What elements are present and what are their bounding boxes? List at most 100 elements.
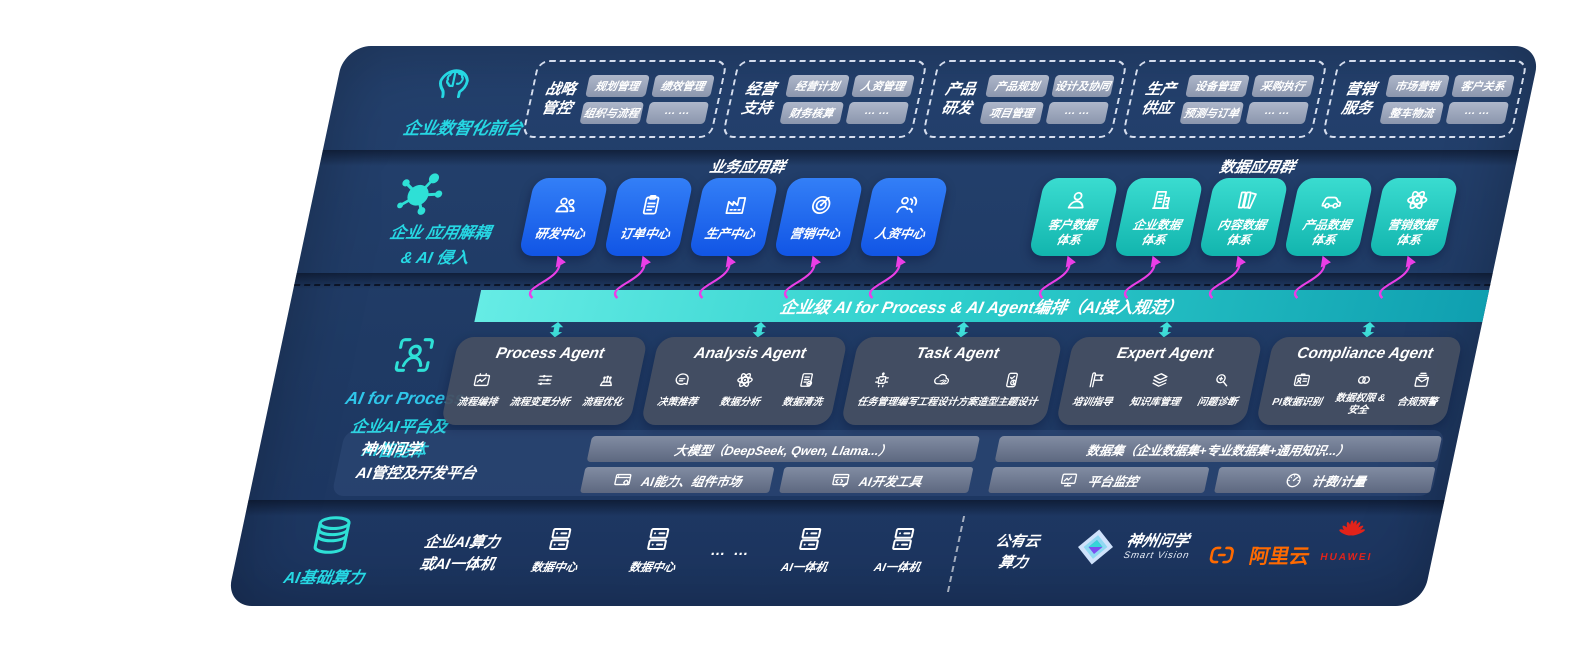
group-strategy: 战略管控 规划管理 绩效管理 组织与流程 … … [521, 60, 729, 138]
node-label: AI一体机 [872, 562, 922, 574]
billing-cell: 计费/计量 [1213, 467, 1436, 493]
platform-label-line1: 神州问学 [359, 441, 424, 458]
aliyun-name: 阿里云 [1247, 546, 1312, 568]
agent-item-label: 任务管理 [856, 397, 899, 408]
agent-item-label: 决策推荐 [656, 397, 699, 408]
sliders-icon [532, 370, 556, 390]
datacenter-node: 数据中心 [611, 524, 702, 575]
training-icon [1085, 370, 1109, 390]
agent-item-label: 数据权限 & 安全 [1334, 393, 1387, 416]
factory-icon [720, 192, 752, 218]
agent-item-label: 编写工程设计方案 [896, 397, 979, 408]
platform-monitor-cell: 平台监控 [987, 467, 1210, 493]
platform-dataset-group: 数据集（企业数据集+专业数据集+通用知识...） 平台监控 计费/计量 [987, 436, 1443, 493]
chip: 经营计划 [785, 74, 850, 97]
biz-apps-title: 业务应用群 [707, 159, 787, 176]
vertical-dashed-divider [946, 516, 966, 592]
front-office-groups: 战略管控 规划管理 绩效管理 组织与流程 … … 经营支持 经营计划 人资管理 … [521, 60, 1529, 138]
agent-item-label: 造型主题设计 [976, 397, 1039, 408]
agent-item-label: 数据清洗 [781, 397, 824, 408]
app-box-rd-center: 研发中心 [518, 178, 609, 256]
layer-divider [245, 500, 1445, 516]
doc-clean-icon [795, 370, 819, 390]
node-label: 数据中心 [529, 562, 579, 574]
chip: 设备管理 [1185, 74, 1250, 97]
chip: 产品规划 [985, 74, 1050, 97]
database-icon [304, 512, 360, 558]
group-operation: 经营支持 经营计划 人资管理 财务核算 … … [721, 60, 929, 138]
app-box-enterprise-data: 企业数据体系 [1113, 178, 1204, 256]
updown-arrow-icon [1156, 322, 1175, 338]
agent-item-label: 合规预警 [1396, 397, 1439, 408]
chip: … … [1045, 101, 1110, 124]
design-check-icon [1000, 370, 1024, 390]
app-box-order-center: 订单中心 [603, 178, 694, 256]
diagnose-icon [1210, 370, 1234, 390]
server-icon [792, 524, 828, 554]
app-box-label: 营销数据体系 [1386, 217, 1438, 247]
cloud-edit-icon [930, 370, 954, 390]
agent-item: 问题诊断 [1196, 370, 1244, 408]
agent-card-task: Task Agent 任务管理 编写工程设计方案 造型主题设计 [840, 337, 1064, 425]
scan-person-icon [386, 332, 442, 378]
agent-item: 流程编排 [456, 370, 504, 408]
app-box-label: 客户数据体系 [1046, 217, 1098, 247]
chip: 组织与流程 [579, 101, 644, 124]
cloud-label-line2: 算力 [996, 555, 1030, 572]
chip: 客户关系 [1450, 74, 1515, 97]
agent-item: 数据分析 [719, 370, 767, 408]
permission-icon [1352, 370, 1376, 390]
server-icon [640, 524, 676, 554]
agent-item: 数据权限 & 安全 [1325, 370, 1397, 417]
chip: 设计及协同 [1050, 74, 1115, 97]
chip: 预测与订单 [1179, 101, 1244, 124]
agent-item: 任务管理 [856, 370, 904, 408]
chip: … … [1445, 101, 1510, 124]
public-cloud-label: 公有云 算力 [968, 532, 1063, 574]
app-box-marketing-center: 营销中心 [773, 178, 864, 256]
updown-arrow-icon [1359, 322, 1378, 338]
agent-item: 编写工程设计方案 [896, 370, 984, 408]
aliyun-logo: 阿里云 [1200, 540, 1313, 569]
agent-item-label: 培训指导 [1071, 397, 1114, 408]
platform-model-group: 大模型（DeepSeek, Qwen, Llama...） AI能力、组件市场 … [579, 436, 981, 493]
ai-orchestration-band: 企业级 AI for Process & AI Agent编排（AI接入规范） [474, 290, 1490, 322]
chip: 财务核算 [779, 101, 844, 124]
flow-chart-icon [470, 370, 494, 390]
datacenter-node: 数据中心 [513, 524, 604, 575]
chip: 人资管理 [850, 74, 915, 97]
app-box-label: 内容数据体系 [1216, 217, 1268, 247]
agent-item: PI数据识别 [1271, 370, 1329, 408]
app-box-label: 研发中心 [533, 227, 587, 241]
alert-mail-icon [1410, 370, 1434, 390]
agent-card-process: Process Agent 流程编排 流程变更分析 流程优化 [440, 337, 649, 425]
chip: 市场营销 [1385, 74, 1450, 97]
updown-arrow-icon [953, 322, 972, 338]
agent-item: 培训指导 [1071, 370, 1119, 408]
architecture-diagram: 企业数智化前台 战略管控 规划管理 绩效管理 组织与流程 … … 经营支持 经营… [225, 46, 1542, 606]
chip: 整车物流 [1379, 101, 1444, 124]
group-name: 生产供应 [1139, 80, 1178, 118]
agent-item-label: PI数据识别 [1271, 397, 1323, 408]
gauge-icon [1281, 470, 1305, 490]
server-icon [542, 524, 578, 554]
agent-item-label: 流程编排 [456, 397, 499, 408]
data-app-boxes: 客户数据体系 企业数据体系 内容数据体系 产品数据体系 营销数据体系 [1028, 178, 1459, 256]
app-box-hr-center: 人资中心 [858, 178, 949, 256]
agent-item: 数据清洗 [781, 370, 829, 408]
agent-card-expert: Expert Agent 培训指导 知识库管理 问题诊断 [1055, 337, 1264, 425]
agent-cards: Process Agent 流程编排 流程变更分析 流程优化 Analysis … [440, 337, 1464, 425]
team-icon [550, 192, 582, 218]
dashed-separator-line [293, 284, 1491, 286]
clipboard-icon [635, 192, 667, 218]
band-text: 企业级 AI for Process & AI Agent编排（AI接入规范） [778, 299, 1185, 317]
agent-item: 知识库管理 [1129, 370, 1187, 408]
chip: 采购执行 [1250, 74, 1315, 97]
group-product-rd: 产品研发 产品规划 设计及协同 项目管理 … … [921, 60, 1129, 138]
group-name: 营销服务 [1339, 80, 1378, 118]
app-box-label: 营销中心 [788, 227, 842, 241]
agent-item-label: 流程优化 [581, 397, 624, 408]
dev-tools-icon [828, 470, 852, 490]
smart-vision-sub: Smart Vision [1122, 550, 1191, 562]
agent-title: Task Agent [914, 345, 1001, 362]
